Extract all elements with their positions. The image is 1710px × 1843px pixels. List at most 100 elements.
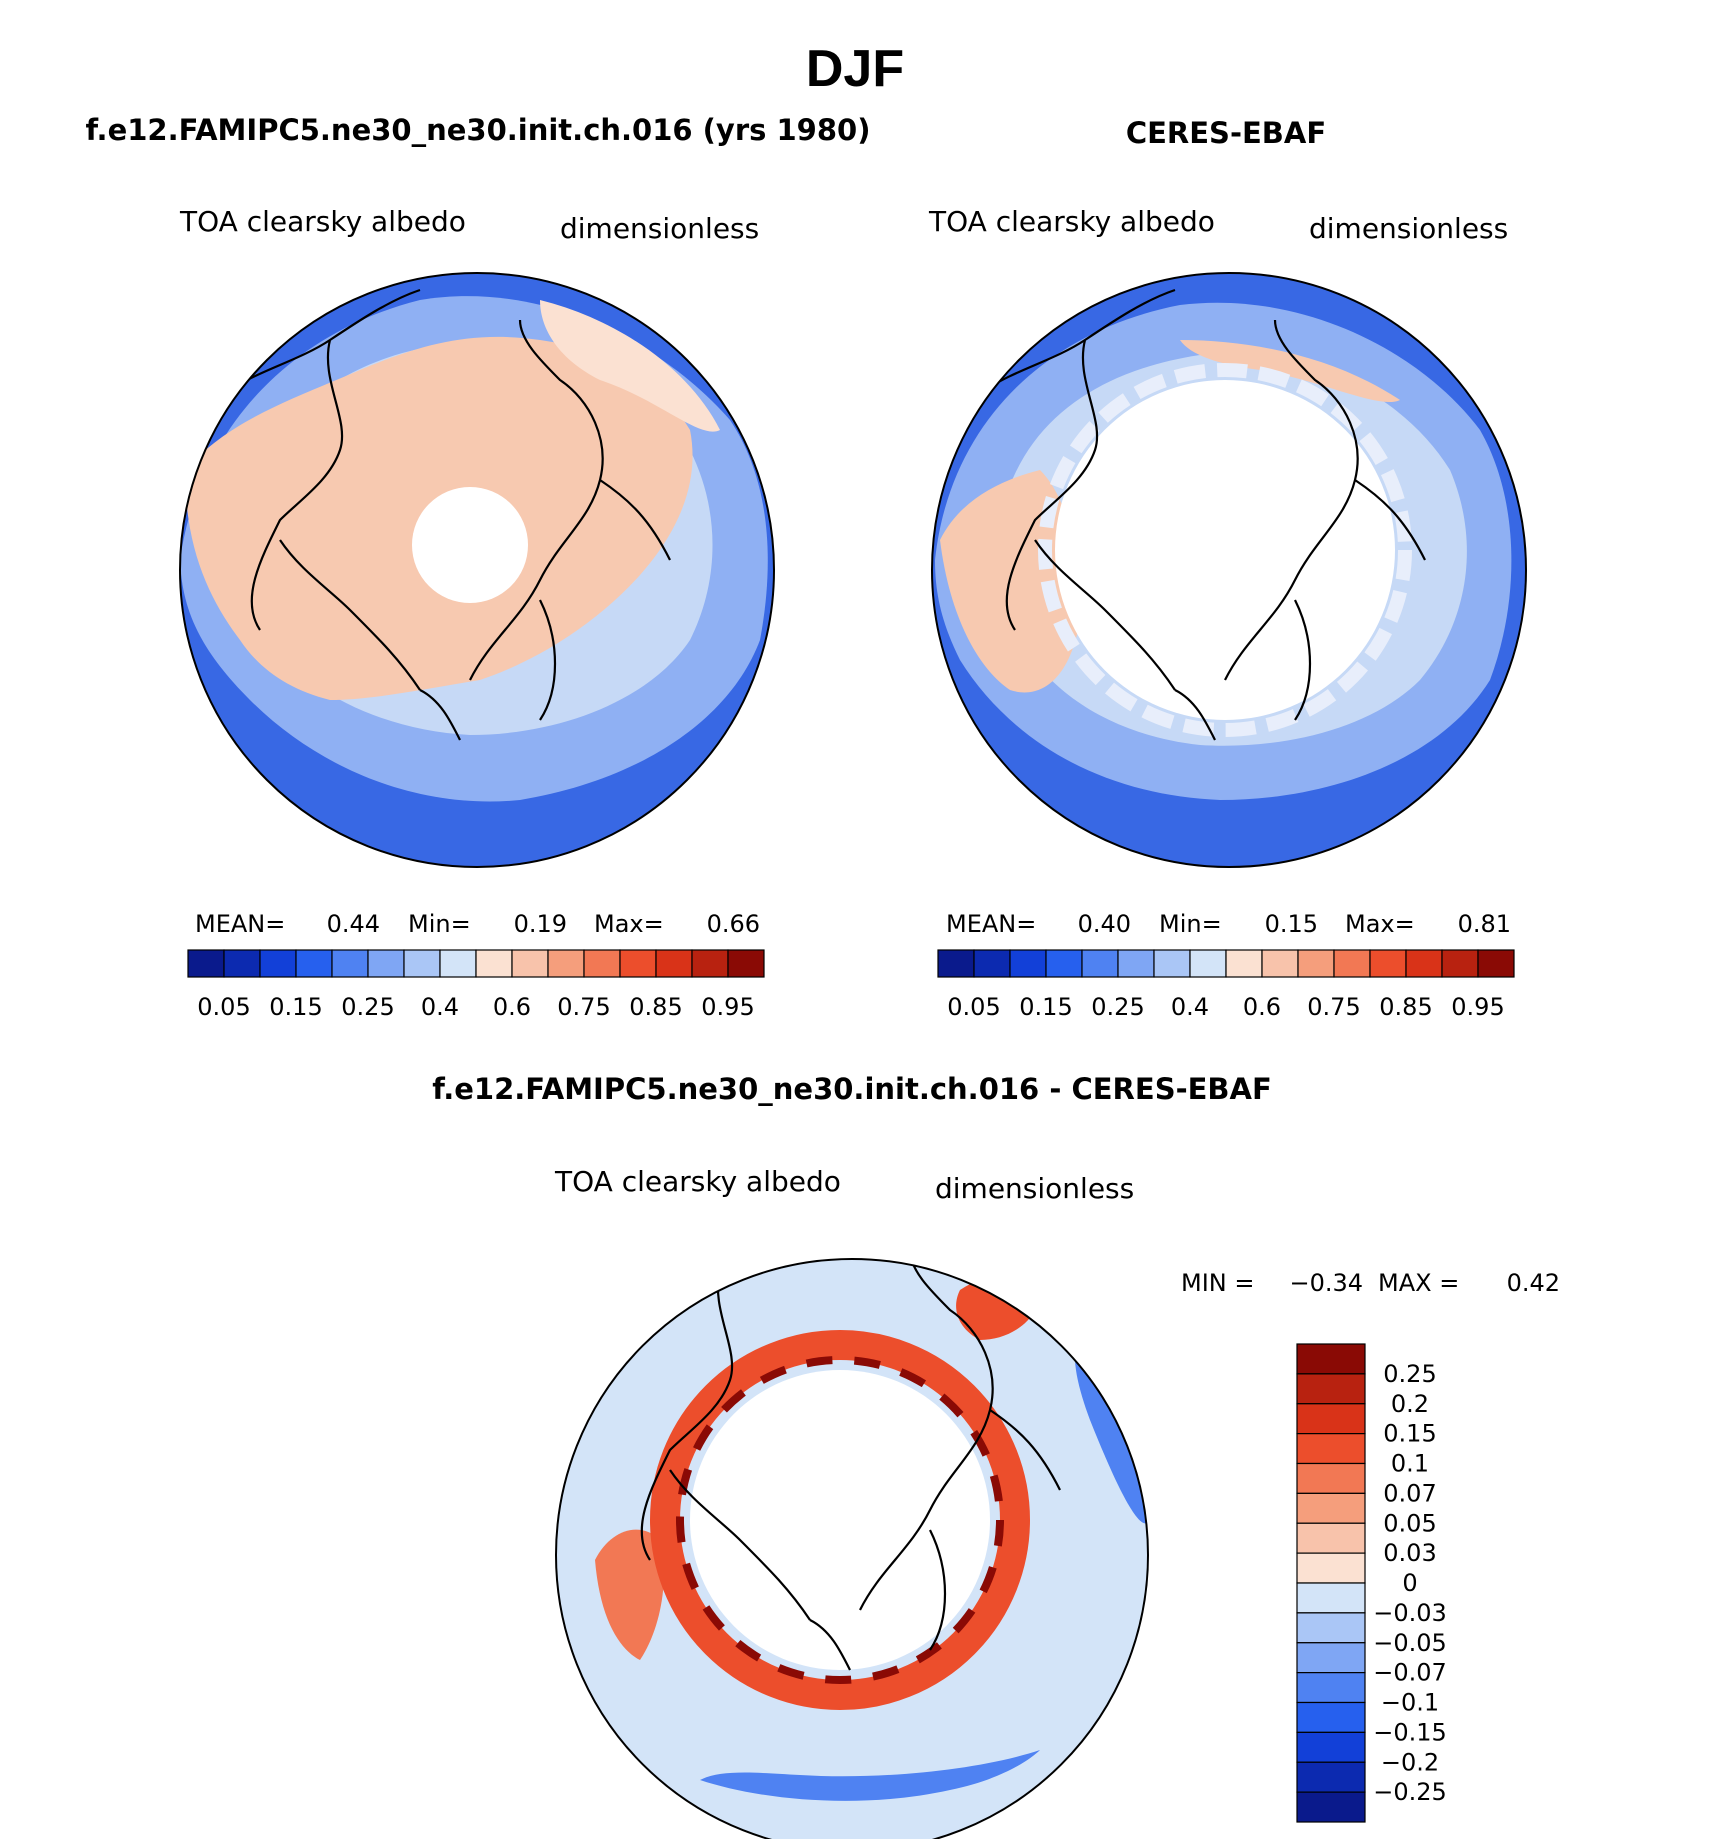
colorbar-swatch: [1333, 949, 1371, 978]
colorbar-tick-label: 0.03: [1383, 1539, 1436, 1567]
colorbar-swatch: [1296, 1701, 1366, 1733]
colorbar-swatch: [1296, 1433, 1366, 1465]
panel-obs-min: 0.15: [1265, 910, 1318, 938]
panel-model-colorbar: 0.05 0.15 0.25 0.4 0.6 0.75 0.85 0.95: [187, 949, 765, 1021]
colorbar-tick-label: 0.4: [421, 993, 459, 1021]
colorbar-swatch: [1369, 949, 1407, 978]
panel-diff-colorbar: 0.250.20.150.10.070.050.030−0.03−0.05−0.…: [1296, 1343, 1447, 1823]
colorbar-tick-label: 0.25: [341, 993, 394, 1021]
map-ring-artifact: [1038, 363, 1412, 737]
colorbar-swatch: [1297, 949, 1335, 978]
colorbar-swatch: [1296, 1642, 1366, 1674]
colorbar-tick-label: 0.1: [1391, 1450, 1429, 1478]
panel-model-min-label: Min=: [408, 910, 471, 938]
colorbar-swatch: [655, 949, 693, 978]
map-field-red-ring: [650, 1330, 1030, 1710]
colorbar-tick-label: 0.15: [1019, 993, 1072, 1021]
colorbar-tick-label: −0.15: [1373, 1718, 1447, 1746]
colorbar-tick-label: 0.15: [1383, 1420, 1436, 1448]
panel-model-units: dimensionless: [560, 212, 759, 245]
colorbar-tick-label: 0.75: [1307, 993, 1360, 1021]
map-field-peach-east: [540, 300, 720, 432]
panel-model: f.e12.FAMIPC5.ne30_ne30.init.ch.016 (yrs…: [86, 113, 871, 1021]
colorbar-tick-label: 0.95: [701, 993, 754, 1021]
panel-obs-map: [932, 273, 1526, 867]
colorbar-swatch: [259, 949, 297, 978]
panel-obs-variable: TOA clearsky albedo: [928, 205, 1215, 238]
colorbar-swatch: [1225, 949, 1263, 978]
colorbar-swatch: [331, 949, 369, 978]
map-missing-pole: [412, 487, 528, 603]
panel-diff-max-label: MAX =: [1378, 1269, 1459, 1297]
colorbar-swatch: [1296, 1552, 1366, 1584]
colorbar-tick-label: −0.03: [1373, 1599, 1447, 1627]
colorbar-swatch: [727, 949, 765, 978]
figure-title: DJF: [806, 40, 904, 98]
colorbar-tick-label: −0.2: [1381, 1748, 1439, 1776]
panel-obs-map-border: [931, 272, 1527, 868]
panel-obs-max: 0.81: [1458, 910, 1511, 938]
colorbar-swatch: [295, 949, 333, 978]
colorbar-tick-label: −0.1: [1381, 1689, 1439, 1717]
colorbar-swatch: [583, 949, 621, 978]
panel-obs-title: CERES-EBAF: [1126, 116, 1326, 150]
colorbar-swatch: [1477, 949, 1515, 978]
colorbar-swatch: [1296, 1343, 1366, 1375]
colorbar-tick-label: 0.4: [1171, 993, 1209, 1021]
colorbar-swatch: [1296, 1612, 1366, 1644]
panel-model-map-border: [179, 272, 775, 868]
colorbar-tick-label: −0.07: [1373, 1659, 1447, 1687]
colorbar-swatch: [475, 949, 513, 978]
colorbar-tick-label: 0.05: [197, 993, 250, 1021]
panel-model-variable: TOA clearsky albedo: [179, 205, 466, 238]
colorbar-swatch: [223, 949, 261, 978]
colorbar-swatch: [367, 949, 405, 978]
colorbar-tick-label: 0: [1402, 1569, 1417, 1597]
panel-diff: f.e12.FAMIPC5.ne30_ne30.init.ch.016 - CE…: [432, 1072, 1560, 1843]
colorbar-swatch: [1081, 949, 1119, 978]
colorbar-swatch: [187, 949, 225, 978]
panel-obs-max-label: Max=: [1345, 910, 1415, 938]
panel-obs-mean: 0.40: [1078, 910, 1131, 938]
colorbar-swatch: [1296, 1492, 1366, 1524]
colorbar-swatch: [1296, 1672, 1366, 1704]
panel-diff-variable: TOA clearsky albedo: [554, 1165, 841, 1198]
colorbar-swatch: [973, 949, 1011, 978]
panel-obs: CERES-EBAF TOA clearsky albedo dimension…: [928, 116, 1527, 1021]
panel-diff-units: dimensionless: [935, 1172, 1134, 1205]
panel-model-map: [180, 273, 774, 867]
map-field-blue-south: [700, 1750, 1040, 1801]
panel-model-min: 0.19: [514, 910, 567, 938]
colorbar-tick-label: 0.6: [493, 993, 531, 1021]
colorbar-swatch: [439, 949, 477, 978]
colorbar-tick-label: 0.25: [1091, 993, 1144, 1021]
panel-diff-min-label: MIN =: [1181, 1269, 1254, 1297]
colorbar-tick-label: 0.05: [947, 993, 1000, 1021]
colorbar-tick-label: 0.2: [1391, 1390, 1429, 1418]
panel-model-max: 0.66: [707, 910, 760, 938]
panel-diff-min: −0.34: [1289, 1269, 1363, 1297]
map-field-red-west: [595, 1529, 664, 1660]
map-field-darkred-ring: [676, 1356, 1004, 1684]
colorbar-swatch: [1189, 949, 1227, 978]
colorbar-swatch: [1296, 1761, 1366, 1793]
colorbar-swatch: [1296, 1731, 1366, 1763]
colorbar-swatch: [547, 949, 585, 978]
panel-model-max-label: Max=: [594, 910, 664, 938]
colorbar-swatch: [1045, 949, 1083, 978]
colorbar-swatch: [1296, 1582, 1366, 1614]
panel-model-mean: 0.44: [327, 910, 380, 938]
colorbar-swatch: [1296, 1522, 1366, 1554]
colorbar-tick-label: 0.95: [1451, 993, 1504, 1021]
panel-diff-max: 0.42: [1507, 1269, 1560, 1297]
panel-model-title: f.e12.FAMIPC5.ne30_ne30.init.ch.016 (yrs…: [86, 113, 871, 147]
colorbar-tick-label: 0.07: [1383, 1479, 1436, 1507]
colorbar-swatch: [1153, 949, 1191, 978]
colorbar-tick-label: 0.05: [1383, 1509, 1436, 1537]
map-coastline: [984, 288, 1426, 741]
colorbar-tick-label: 0.15: [269, 993, 322, 1021]
colorbar-swatch: [1009, 949, 1047, 978]
colorbar-swatch: [403, 949, 441, 978]
panel-model-mean-label: MEAN=: [195, 910, 285, 938]
